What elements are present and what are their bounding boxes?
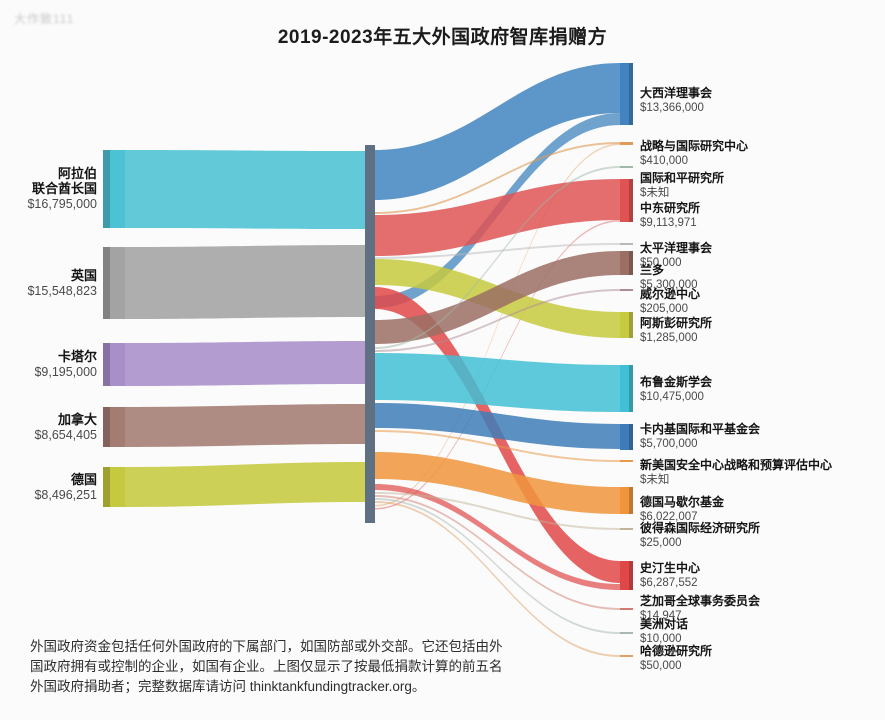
junction-bar-node: [365, 145, 375, 523]
flow-junction-to-brookings: [375, 353, 620, 412]
source-node-shade-uae: [103, 150, 110, 228]
target-node-cnas-csba: [620, 460, 633, 462]
flow-junction-to-wilson-center: [375, 289, 620, 352]
flow-junction-to-stimson-center: [375, 484, 620, 590]
flow-junction-to-csis: [375, 142, 620, 214]
target-node-shade-stimson-center: [629, 561, 633, 590]
target-node-pacific-council: [620, 243, 633, 245]
footnote: 外国政府资金包括任何外国政府的下属部门，如国防部或外交部。它还包括由外 国政府拥…: [30, 637, 503, 697]
target-node-chicago-council: [620, 608, 633, 610]
target-node-csis: [620, 142, 633, 145]
flow-junction-to-csis: [375, 143, 620, 507]
flow-junction-to-middle-east-institute: [375, 179, 620, 256]
flow-junction-to-rand: [375, 251, 620, 344]
target-node-peterson-institute: [620, 528, 633, 530]
source-node-shade-canada: [103, 407, 110, 447]
target-node-shade-brookings: [629, 365, 633, 412]
source-node-shade-germany: [103, 467, 110, 507]
watermark: 大作致111: [14, 12, 75, 26]
target-node-inter-american-dialogue: [620, 632, 633, 634]
footnote-line-3: 外国政府捐助者；完整数据库请访问 thinktankfundingtracker…: [30, 679, 426, 694]
chart-title: 2019-2023年五大外国政府智库捐赠方: [277, 27, 608, 48]
target-node-shade-german-marshall-fund: [629, 487, 633, 514]
flow-junction-to-pacific-council: [375, 243, 620, 259]
flow-junction-to-hudson-institute: [375, 501, 620, 657]
flow-junction-to-german-marshall-fund: [375, 452, 620, 514]
flow-junction-to-chicago-council: [375, 495, 620, 610]
target-node-hudson-institute: [620, 655, 633, 657]
flow-qatar-to-junction: [125, 341, 365, 386]
flow-uk-to-junction: [125, 245, 365, 319]
target-node-wilson-center: [620, 289, 633, 291]
target-node-shade-aspen-institute: [629, 312, 633, 338]
flow-junction-to-atlantic-council: [375, 63, 620, 200]
footnote-line-1: 外国政府资金包括任何外国政府的下属部门，如国防部或外交部。它还包括由外: [30, 639, 503, 654]
target-node-shade-middle-east-institute: [629, 179, 633, 222]
target-node-international-peace-institute: [620, 166, 633, 168]
source-node-shade-uk: [103, 247, 110, 319]
flow-junction-to-peterson-institute: [375, 492, 620, 530]
flow-uae-to-junction: [125, 150, 365, 229]
target-node-shade-carnegie-endowment: [629, 424, 633, 450]
target-node-shade-atlantic-council: [629, 63, 633, 125]
target-node-shade-rand: [629, 251, 633, 275]
source-node-shade-qatar: [103, 343, 110, 386]
footnote-line-2: 国政府拥有或控制的企业，如国有企业。上图仅显示了按最低捐款计算的前五名: [30, 659, 503, 674]
flow-junction-to-carnegie-endowment: [375, 403, 620, 449]
flow-germany-to-junction: [125, 462, 365, 507]
flow-junction-to-international-peace-institute: [375, 166, 620, 349]
flow-canada-to-junction: [125, 404, 365, 447]
flow-junction-to-cnas-csba: [375, 430, 620, 462]
flow-junction-to-inter-american-dialogue: [375, 498, 620, 634]
